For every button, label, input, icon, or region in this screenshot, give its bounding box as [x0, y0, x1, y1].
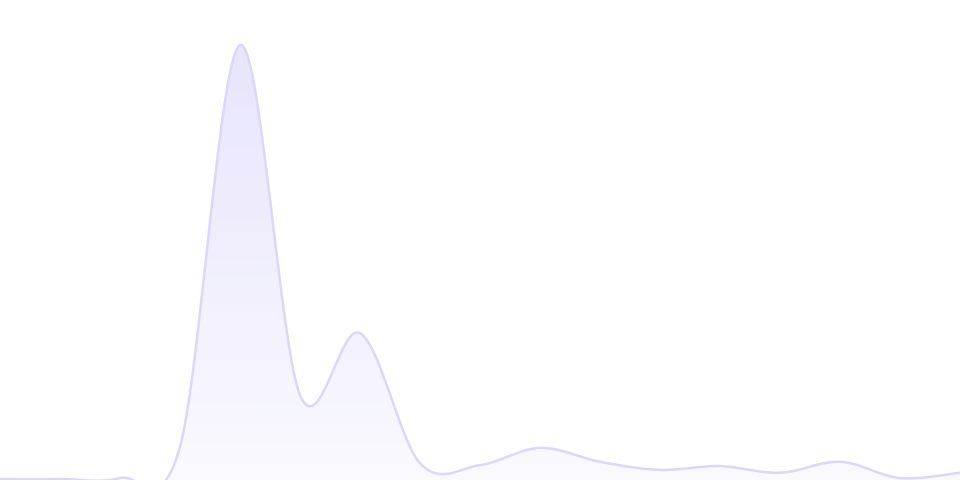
area-fill: [0, 45, 960, 480]
area-line: [0, 43, 960, 480]
